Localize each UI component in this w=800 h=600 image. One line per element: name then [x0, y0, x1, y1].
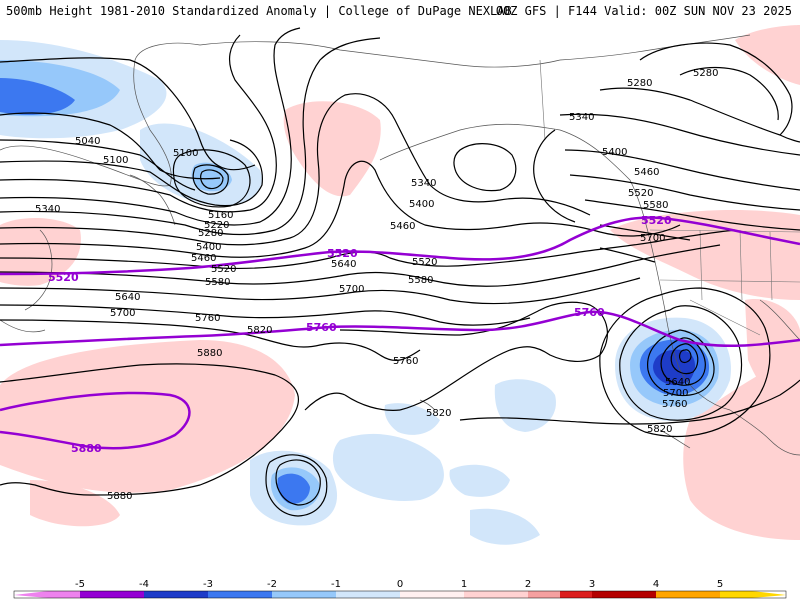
- highlight-contour-labels: 5520 5520 5520 5760 5760 5880: [48, 214, 672, 455]
- anomaly-map: 5040 5100 5100 5160 5220 5280 5280 5280 …: [0, 24, 800, 575]
- positive-anomaly-mexico: [683, 355, 800, 540]
- contour-label: 5520: [211, 264, 236, 275]
- colorbar-swatches: [13, 590, 787, 599]
- negative-anomaly-equator: [470, 508, 540, 545]
- colorbar-swatch: [80, 591, 144, 598]
- contour-label: 5220: [204, 220, 229, 231]
- model-run-info: 00Z GFS | F144 Valid: 00Z SUN NOV 23 202…: [495, 4, 792, 18]
- negative-anomaly-tropics-a: [494, 379, 556, 432]
- contour-label: 5700: [339, 284, 364, 295]
- highlight-contour-label: 5520: [327, 247, 358, 260]
- colorbar: -5 -4 -3 -2 -1 0 1 2 3 4 5: [0, 575, 800, 600]
- colorbar-tick-label: 5: [717, 579, 723, 590]
- negative-anomaly-kamchatka: [140, 123, 262, 206]
- highlight-contour-label: 5760: [306, 321, 337, 334]
- colorbar-tick-label: 2: [525, 579, 531, 590]
- colorbar-swatch: [144, 591, 208, 598]
- colorbar-swatch: [528, 591, 560, 598]
- colorbar-swatch: [336, 591, 400, 598]
- contour-label: 5820: [247, 325, 272, 336]
- colorbar-tick-label: 0: [397, 579, 403, 590]
- contour-label: 5100: [173, 148, 198, 159]
- contour-label: 5820: [426, 408, 451, 419]
- contour-label: 5280: [627, 78, 652, 89]
- header: 500mb Height 1981-2010 Standardized Anom…: [0, 0, 800, 24]
- contour-label: 5880: [107, 491, 132, 502]
- positive-anomaly-siberia: [283, 101, 381, 197]
- colorbar-swatch: [400, 591, 464, 598]
- colorbar-swatch: [48, 591, 80, 598]
- contour-label: 5400: [602, 147, 627, 158]
- contour-label: 5040: [75, 136, 100, 147]
- positive-anomaly-pacific: [0, 340, 295, 493]
- contour-label: 5460: [191, 253, 216, 264]
- highlight-contour-label: 5760: [574, 306, 605, 319]
- negative-anomaly-south-pacific: [449, 464, 510, 497]
- colorbar-swatch: [656, 591, 720, 598]
- colorbar-tick-label: -4: [139, 579, 149, 590]
- contour-label: 5640: [665, 377, 690, 388]
- contour-label: 5700: [663, 388, 688, 399]
- contour-label: 5640: [115, 292, 140, 303]
- positive-anomaly-pacific-lobe: [30, 480, 120, 527]
- contour-label: 5760: [393, 356, 418, 367]
- colorbar-swatch: [592, 591, 656, 598]
- colorbar-swatch: [560, 591, 592, 598]
- contour-label: 5520: [412, 257, 437, 268]
- colorbar-tick-label: 4: [653, 579, 659, 590]
- contour-label: 5160: [208, 210, 233, 221]
- contour-label: 5460: [634, 167, 659, 178]
- positive-anomaly-alaska-ne: [735, 25, 800, 85]
- colorbar-ticks: -5 -4 -3 -2 -1 0 1 2 3 4 5: [75, 579, 723, 590]
- contour-label: 5460: [390, 221, 415, 232]
- contour-label: 5700: [640, 233, 665, 244]
- contour-label: 5640: [331, 259, 356, 270]
- contour-label: 5760: [662, 399, 687, 410]
- contour-label: 5340: [569, 112, 594, 123]
- colorbar-swatch: [720, 591, 752, 598]
- colorbar-tick-label: -5: [75, 579, 85, 590]
- positive-anomaly-japan: [0, 218, 81, 286]
- colorbar-swatch: [208, 591, 272, 598]
- contour-label: 5580: [205, 277, 230, 288]
- contour-label: 5880: [197, 348, 222, 359]
- contour-label: 5520: [628, 188, 653, 199]
- colorbar-tick-label: 3: [589, 579, 595, 590]
- coastlines: [0, 34, 800, 456]
- highlight-contours: [0, 216, 800, 450]
- highlight-contour-label: 5880: [71, 442, 102, 455]
- contour-label: 5820: [647, 424, 672, 435]
- colorbar-swatch: [752, 591, 786, 598]
- colorbar-tick-label: -1: [331, 579, 341, 590]
- contour-labels: 5040 5100 5100 5160 5220 5280 5280 5280 …: [35, 68, 718, 502]
- negative-anomaly-tropics-c: [332, 433, 444, 501]
- colorbar-tick-label: -2: [267, 579, 277, 590]
- contour-label: 5340: [35, 204, 60, 215]
- contour-label: 5100: [103, 155, 128, 166]
- highlight-contour-label: 5520: [48, 271, 79, 284]
- colorbar-swatch: [464, 591, 528, 598]
- positive-anomaly-gulf-lobe: [745, 299, 800, 420]
- contour-label: 5400: [196, 242, 221, 253]
- map-title: 500mb Height 1981-2010 Standardized Anom…: [6, 4, 512, 18]
- contour-label: 5280: [198, 228, 223, 239]
- colorbar-tick-label: -3: [203, 579, 213, 590]
- contour-label: 5580: [643, 200, 668, 211]
- contour-label: 5280: [693, 68, 718, 79]
- contour-label: 5400: [409, 199, 434, 210]
- colorbar-swatch: [14, 591, 48, 598]
- highlight-contour-label: 5520: [641, 214, 672, 227]
- contour-label: 5760: [195, 313, 220, 324]
- colorbar-swatch: [272, 591, 336, 598]
- colorbar-tick-label: 1: [461, 579, 467, 590]
- contour-label: 5700: [110, 308, 135, 319]
- negative-anomaly-tropics-b: [384, 403, 440, 435]
- contour-label: 5340: [411, 178, 436, 189]
- contour-label: 5580: [408, 275, 433, 286]
